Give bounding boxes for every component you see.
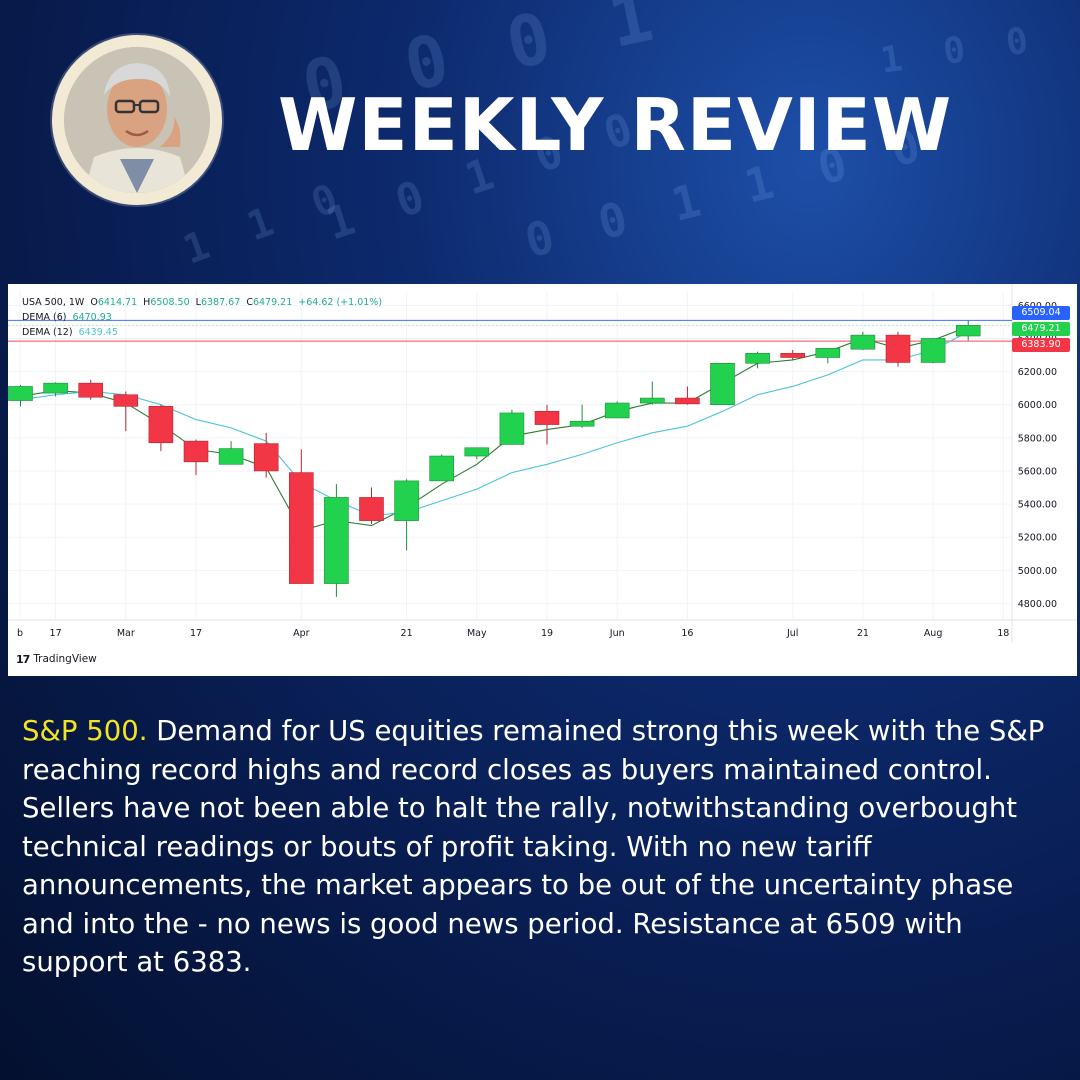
x-tick-label: May xyxy=(467,628,487,639)
legend-close-label: C xyxy=(246,297,253,308)
candle-body xyxy=(780,353,806,358)
resistance-price-tag: 6509.04 xyxy=(1012,306,1070,320)
chart-grid xyxy=(8,284,1077,642)
x-tick-label: Jun xyxy=(609,628,625,639)
candle-body xyxy=(850,334,876,350)
candle-body xyxy=(113,394,139,407)
x-tick-label: 21 xyxy=(401,628,413,639)
dema-lines xyxy=(20,326,969,532)
tradingview-label: TradingView xyxy=(33,653,97,665)
candle-body xyxy=(78,382,103,398)
legend-low-label: L xyxy=(195,297,201,308)
y-tick-label: 5800.00 xyxy=(1018,433,1057,444)
x-tick-label: Apr xyxy=(293,628,310,639)
candle-body xyxy=(675,397,700,405)
y-tick-label: 6200.00 xyxy=(1018,367,1057,378)
candle-body xyxy=(920,338,946,363)
chart-canvas: 4800.00 5000.00 5200.00 5400.00 5600.00 5800.… xyxy=(8,284,1077,642)
candles xyxy=(8,320,981,597)
candle-body xyxy=(499,412,525,445)
tradingview-icon: 17 xyxy=(16,652,30,666)
x-axis: b 17 Mar 17 Apr 21 May 19 Jun 16 Jul 21 Aug 18 xyxy=(17,628,1009,639)
candle-body xyxy=(288,472,314,584)
legend-dema6: DEMA (6) 6470.93 xyxy=(22,311,112,324)
price-levels xyxy=(8,319,1012,342)
y-tick-label: 5000.00 xyxy=(1018,566,1057,577)
y-tick-label: 4800.00 xyxy=(1018,599,1057,610)
support-price-tag: 6383.90 xyxy=(1012,338,1070,352)
x-tick-label: 16 xyxy=(681,628,693,639)
candle-body xyxy=(955,325,981,337)
article-lead: S&P 500. xyxy=(22,715,148,747)
candle-body xyxy=(218,448,244,465)
candle-body xyxy=(639,397,665,404)
page-title: WEEKLY REVIEW xyxy=(278,83,953,167)
x-tick-label: b xyxy=(17,628,23,639)
author-photo xyxy=(64,47,210,193)
x-tick-label: 17 xyxy=(190,628,202,639)
candle-body xyxy=(885,334,911,363)
x-tick-label: 17 xyxy=(50,628,62,639)
legend-symbol: USA 500 xyxy=(22,297,63,308)
legend-ohlc: USA 500, 1W O6414.71 H6508.50 L6387.67 C… xyxy=(22,297,383,308)
legend-dema12-value: 6439.45 xyxy=(78,327,118,338)
candle-body xyxy=(253,443,279,472)
article-text: S&P 500. Demand for US equities remained… xyxy=(22,712,1062,982)
x-tick-label: 19 xyxy=(541,628,553,639)
y-tick-label: 5400.00 xyxy=(1018,500,1057,511)
author-avatar xyxy=(52,35,222,205)
y-tick-label: 5600.00 xyxy=(1018,466,1057,477)
dema-line xyxy=(20,331,969,517)
candle-body xyxy=(815,348,841,358)
candle-body xyxy=(8,386,33,401)
candle-body xyxy=(569,420,595,427)
legend-high: 6508.50 xyxy=(150,297,190,308)
article-body: Demand for US equities remained strong t… xyxy=(22,715,1045,978)
candle-body xyxy=(183,440,209,463)
legend-change: +64.62 (+1.01%) xyxy=(298,297,383,308)
dema-line xyxy=(20,326,969,532)
candle-body xyxy=(148,406,174,444)
legend-dema12: DEMA (12) 6439.45 xyxy=(22,326,118,339)
legend-close: 6479.21 xyxy=(252,297,293,308)
legend-dema6-value: 6470.93 xyxy=(72,312,112,323)
candle-body xyxy=(710,362,735,405)
legend-open: 6414.71 xyxy=(97,297,138,308)
last-price-tag: 6479.21 xyxy=(1012,322,1070,336)
tradingview-logo[interactable]: 17 TradingView xyxy=(16,651,97,667)
candle-body xyxy=(604,402,630,419)
x-tick-label: Jul xyxy=(786,628,798,639)
candle-body xyxy=(429,455,455,482)
x-tick-label: 21 xyxy=(857,628,869,639)
candle-body xyxy=(359,497,384,521)
legend-high-label: H xyxy=(143,297,151,308)
legend-open-label: O xyxy=(90,297,98,308)
legend-low: 6387.67 xyxy=(200,297,241,308)
candle-body xyxy=(394,480,419,521)
price-chart[interactable]: 4800.00 5000.00 5200.00 5400.00 5600.00 5800.… xyxy=(8,284,1077,676)
y-tick-label: 5200.00 xyxy=(1018,533,1057,544)
legend-interval: 1W xyxy=(68,297,85,308)
x-tick-label: 18 xyxy=(997,628,1009,639)
candle-body xyxy=(464,447,490,457)
candle-body xyxy=(43,382,68,394)
candle-body xyxy=(534,411,560,425)
legend-dema12-label: DEMA (12) xyxy=(22,327,73,338)
legend-dema6-label: DEMA (6) xyxy=(22,312,67,323)
candle-body xyxy=(745,353,770,364)
x-tick-label: Aug xyxy=(924,628,943,639)
candle-body xyxy=(324,497,349,584)
y-tick-label: 6000.00 xyxy=(1018,400,1057,411)
x-tick-label: Mar xyxy=(117,628,135,639)
